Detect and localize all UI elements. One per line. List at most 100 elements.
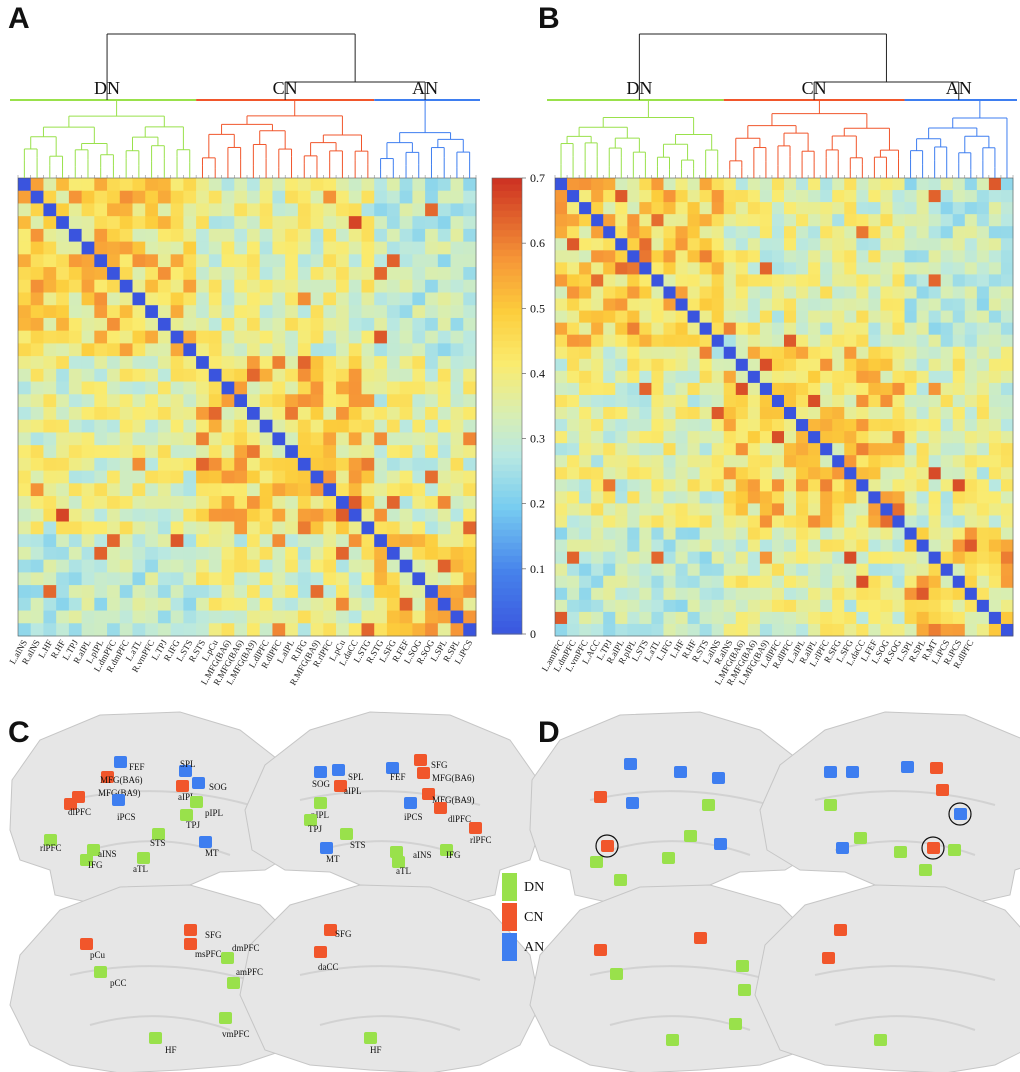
heatmap-cell <box>639 310 652 324</box>
heatmap-cell <box>952 226 966 239</box>
heatmap-cell <box>627 358 640 372</box>
heatmap-cell <box>771 503 785 516</box>
heatmap-cell <box>208 445 222 459</box>
heatmap-cell <box>603 226 616 239</box>
heatmap-cell <box>940 587 954 601</box>
heatmap-cell <box>820 370 833 384</box>
heatmap-cell <box>639 202 652 215</box>
heatmap-cell <box>30 419 44 433</box>
heatmap-cell <box>952 334 966 348</box>
region-label: pIPL <box>205 808 223 818</box>
heatmap-cell <box>711 575 725 589</box>
heatmap-cell <box>988 214 1002 227</box>
heatmap-cell <box>157 228 172 243</box>
heatmap-cell <box>687 479 701 492</box>
heatmap-cell <box>771 346 785 360</box>
heatmap-cell <box>639 479 652 492</box>
heatmap-cell <box>675 611 688 625</box>
colorbar: 0.70.60.50.40.30.20.10 <box>491 171 545 641</box>
heatmap-cell <box>687 503 701 516</box>
heatmap-cell <box>723 407 737 420</box>
heatmap-cell <box>386 483 401 497</box>
heatmap-cell <box>603 214 616 227</box>
heatmap-cell <box>18 254 32 268</box>
heatmap-cell <box>771 563 785 577</box>
heatmap-cell <box>796 491 809 504</box>
heatmap-cell <box>132 203 146 217</box>
heatmap-cell <box>832 286 845 299</box>
heatmap-cell <box>437 483 451 497</box>
heatmap-cell <box>145 292 159 306</box>
heatmap-cell <box>808 214 821 227</box>
colorbar-segment <box>492 601 522 609</box>
heatmap-cell <box>988 382 1002 396</box>
heatmap-cell <box>747 551 761 565</box>
heatmap-cell <box>272 178 286 192</box>
heatmap-cell <box>259 585 273 599</box>
heatmap-cell <box>132 292 146 306</box>
heatmap-cell <box>747 539 761 553</box>
heatmap-cell <box>285 394 299 408</box>
heatmap-cell <box>856 455 869 468</box>
heatmap-cell <box>771 202 785 215</box>
heatmap-cell <box>450 381 464 395</box>
heatmap-cell <box>892 394 905 408</box>
heatmap-cell <box>68 394 83 408</box>
heatmap-cell <box>336 496 350 510</box>
heatmap-cell <box>437 216 451 230</box>
region-patch <box>674 766 687 778</box>
heatmap-cell <box>107 585 121 599</box>
heatmap-cell <box>687 443 701 456</box>
heatmap-cell <box>107 597 121 611</box>
heatmap-cell <box>579 370 592 384</box>
region-patch <box>601 840 614 852</box>
heatmap-cell <box>627 539 640 553</box>
heatmap-cell <box>450 610 464 624</box>
brain-c-lateral-right <box>244 711 541 906</box>
heatmap-cell <box>272 394 286 408</box>
heatmap-cell <box>208 419 222 433</box>
heatmap-cell <box>892 178 905 191</box>
heatmap-cell <box>555 431 568 444</box>
heatmap-cell <box>272 432 286 446</box>
heatmap-cell <box>94 407 108 421</box>
heatmap-cell <box>43 216 57 230</box>
heatmap-cell <box>928 539 942 553</box>
heatmap-cell <box>336 470 350 484</box>
heatmap-cell <box>711 443 725 456</box>
heatmap-cell <box>916 479 930 492</box>
heatmap-cell <box>234 228 248 243</box>
region-patch <box>364 1032 377 1044</box>
heatmap-cell <box>747 274 761 287</box>
heatmap-cell <box>272 457 286 472</box>
heatmap-cell <box>627 551 640 565</box>
heatmap-cell <box>43 585 57 599</box>
heatmap-cell <box>579 310 592 324</box>
heatmap-cell <box>18 203 32 217</box>
heatmap-cell <box>323 279 337 293</box>
heatmap-cell <box>820 539 833 553</box>
heatmap-cell <box>735 322 749 336</box>
heatmap-cell <box>723 515 737 528</box>
heatmap-cell <box>651 310 664 324</box>
heatmap-cell <box>639 358 652 372</box>
heatmap-cell <box>119 534 133 548</box>
heatmap-cell <box>361 419 375 433</box>
heatmap-cell <box>639 623 652 637</box>
heatmap-cell <box>361 381 375 395</box>
brain-sulcus <box>814 790 996 806</box>
heatmap-cell <box>94 394 108 408</box>
heatmap-cell <box>437 419 451 433</box>
heatmap-cell <box>1000 370 1014 384</box>
heatmap-cell <box>208 330 222 344</box>
heatmap-cell <box>627 623 640 637</box>
heatmap-cell <box>68 203 83 217</box>
heatmap-cell <box>361 407 375 421</box>
heatmap-cell <box>208 254 222 268</box>
heatmap-cell <box>651 551 664 565</box>
heatmap-cell <box>145 178 159 192</box>
region-label: rlPFC <box>470 835 492 845</box>
heatmap-cell <box>94 381 108 395</box>
heatmap-cell <box>463 407 477 421</box>
heatmap-cell <box>272 610 286 624</box>
